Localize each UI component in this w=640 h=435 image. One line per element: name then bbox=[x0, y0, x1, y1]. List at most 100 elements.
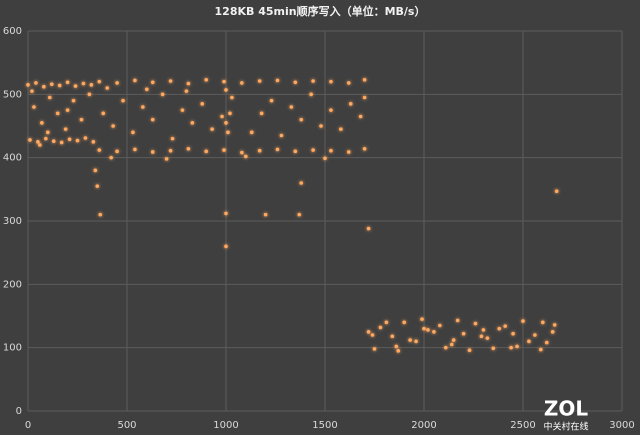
point bbox=[414, 339, 418, 344]
point bbox=[224, 88, 228, 92]
point bbox=[222, 148, 226, 152]
point bbox=[168, 79, 173, 83]
point bbox=[28, 138, 32, 142]
point bbox=[509, 345, 513, 350]
point bbox=[49, 82, 54, 86]
point bbox=[224, 211, 228, 216]
point bbox=[443, 345, 448, 350]
point bbox=[257, 148, 262, 153]
point bbox=[346, 81, 351, 85]
point bbox=[228, 111, 232, 116]
point bbox=[461, 331, 466, 336]
point bbox=[323, 156, 327, 161]
point bbox=[455, 318, 460, 323]
point bbox=[275, 147, 280, 152]
point bbox=[521, 319, 525, 323]
point bbox=[503, 324, 507, 328]
point bbox=[269, 98, 274, 103]
point bbox=[42, 84, 46, 89]
point bbox=[164, 157, 169, 161]
point bbox=[79, 117, 84, 122]
point bbox=[257, 79, 262, 83]
y-tick-label: 400 bbox=[3, 153, 22, 164]
x-tick-label: 2000 bbox=[411, 420, 436, 431]
point bbox=[204, 149, 208, 154]
point bbox=[279, 133, 284, 138]
point bbox=[384, 320, 389, 325]
point bbox=[485, 336, 490, 340]
point bbox=[150, 117, 155, 122]
point bbox=[186, 81, 191, 86]
point bbox=[449, 342, 454, 347]
point bbox=[402, 320, 407, 325]
point bbox=[289, 105, 294, 109]
point bbox=[539, 347, 543, 352]
y-tick-label: 600 bbox=[3, 26, 22, 37]
point bbox=[65, 108, 70, 112]
point bbox=[150, 80, 155, 85]
point bbox=[230, 95, 234, 100]
point bbox=[473, 321, 478, 326]
point bbox=[73, 84, 78, 88]
point bbox=[293, 80, 298, 85]
point bbox=[141, 105, 145, 109]
point bbox=[38, 143, 42, 147]
point bbox=[348, 102, 353, 106]
point bbox=[83, 136, 88, 140]
x-tick-label: 3000 bbox=[609, 420, 634, 431]
point bbox=[390, 334, 395, 339]
point bbox=[481, 328, 486, 332]
point bbox=[30, 89, 34, 93]
watermark-logo: ZOL bbox=[544, 397, 589, 421]
point bbox=[131, 130, 135, 135]
point bbox=[422, 326, 426, 331]
point bbox=[319, 124, 323, 128]
y-tick-label: 300 bbox=[3, 216, 22, 227]
point bbox=[511, 331, 515, 336]
point bbox=[362, 147, 367, 151]
point bbox=[65, 80, 70, 85]
point bbox=[200, 102, 205, 106]
point bbox=[311, 79, 315, 83]
watermark-text: 中关村在线 bbox=[543, 421, 588, 433]
point bbox=[533, 333, 537, 337]
point bbox=[451, 338, 456, 342]
point bbox=[432, 330, 436, 334]
point bbox=[75, 138, 80, 143]
x-tick-label: 500 bbox=[117, 420, 136, 431]
point bbox=[497, 326, 502, 331]
point bbox=[339, 127, 343, 131]
point bbox=[26, 83, 30, 87]
point bbox=[180, 108, 185, 112]
point bbox=[527, 339, 531, 344]
point bbox=[467, 348, 472, 353]
point bbox=[89, 83, 94, 87]
point bbox=[299, 117, 304, 122]
point bbox=[95, 184, 100, 188]
point bbox=[275, 78, 280, 83]
point bbox=[366, 226, 371, 231]
point bbox=[101, 111, 106, 116]
point bbox=[32, 105, 36, 109]
point bbox=[550, 330, 555, 334]
point bbox=[133, 78, 137, 83]
point bbox=[46, 130, 50, 135]
point bbox=[97, 148, 102, 152]
point bbox=[249, 130, 254, 135]
x-tick-label: 1500 bbox=[312, 420, 337, 431]
y-tick-label: 500 bbox=[3, 89, 22, 100]
point bbox=[362, 95, 367, 100]
point bbox=[34, 81, 38, 85]
point bbox=[105, 86, 109, 90]
point bbox=[160, 92, 165, 97]
point bbox=[554, 189, 559, 194]
point bbox=[133, 147, 137, 152]
point bbox=[87, 92, 92, 97]
point bbox=[226, 130, 230, 135]
point bbox=[71, 98, 76, 103]
point bbox=[57, 83, 62, 88]
point bbox=[115, 149, 119, 154]
point bbox=[121, 98, 125, 103]
point bbox=[190, 121, 195, 125]
